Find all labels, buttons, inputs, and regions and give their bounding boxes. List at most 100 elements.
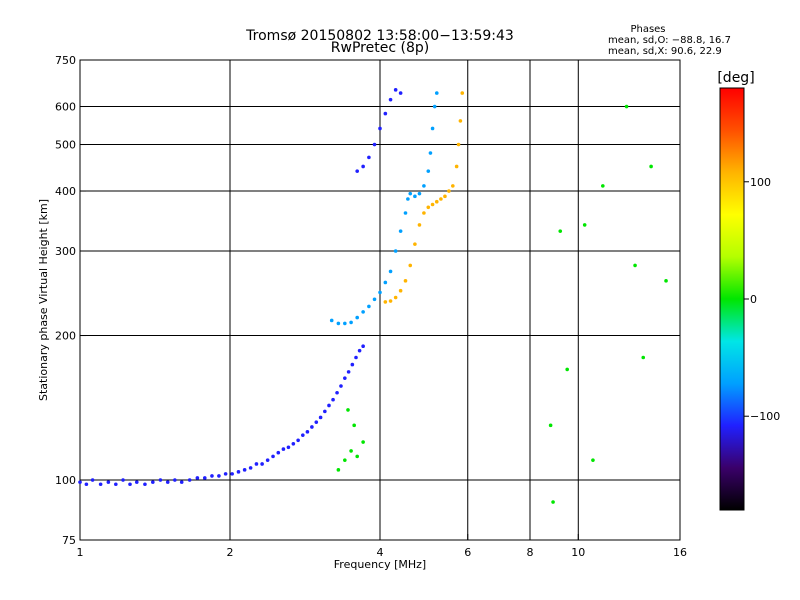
- data-point: [378, 290, 382, 295]
- data-point: [346, 370, 351, 374]
- data-point: [426, 169, 431, 173]
- y-tick-label: 100: [55, 474, 76, 487]
- data-point: [361, 164, 365, 169]
- data-point: [403, 279, 408, 283]
- x-tick-label: 10: [571, 546, 585, 559]
- data-point: [406, 197, 410, 201]
- data-point: [388, 299, 393, 303]
- colorbar: 100 0 −100: [719, 87, 780, 511]
- data-point: [106, 480, 111, 484]
- colorbar-tick-label: −100: [750, 410, 780, 423]
- data-point: [349, 449, 353, 453]
- data-point: [242, 468, 247, 472]
- data-point: [434, 91, 439, 95]
- x-axis-label: Frequency [MHz]: [334, 558, 426, 571]
- data-point: [343, 458, 347, 462]
- data-point: [143, 482, 147, 487]
- data-point: [361, 310, 365, 314]
- x-tick-label: 4: [377, 546, 384, 559]
- y-tick-label: 500: [55, 139, 76, 152]
- data-point: [236, 470, 241, 474]
- data-point: [439, 197, 443, 201]
- x-tick-label: 6: [464, 546, 471, 559]
- data-point: [354, 355, 358, 360]
- chart-title-line1: Tromsø 20150802 13:58:00−13:59:43: [245, 28, 514, 44]
- data-point: [383, 300, 388, 304]
- data-point: [217, 474, 221, 478]
- data-point: [388, 269, 393, 274]
- data-point: [187, 478, 192, 482]
- data-point: [301, 433, 305, 437]
- data-point: [98, 482, 103, 487]
- data-point: [305, 430, 310, 434]
- data-point: [350, 362, 355, 367]
- phase-box-line-o: mean, sd,O: −88.8, 16.7: [608, 35, 731, 46]
- data-point: [432, 104, 437, 109]
- data-point: [323, 409, 327, 414]
- data-point: [428, 151, 433, 155]
- data-point: [430, 202, 435, 207]
- data-point: [393, 88, 398, 92]
- data-point: [78, 480, 82, 484]
- data-point: [291, 441, 296, 446]
- data-point: [413, 242, 417, 246]
- data-point: [254, 462, 259, 466]
- data-point: [372, 297, 377, 302]
- data-point: [343, 321, 347, 326]
- phase-box-title: Phases: [630, 24, 665, 35]
- data-point: [134, 480, 139, 484]
- y-tick-label: 400: [55, 185, 76, 198]
- data-point: [286, 445, 291, 450]
- data-point: [84, 482, 89, 487]
- data-point: [641, 355, 646, 360]
- data-point: [195, 476, 200, 480]
- data-point: [346, 408, 350, 412]
- data-point: [336, 321, 341, 326]
- data-point: [210, 474, 214, 478]
- colorbar-tick-label: 0: [750, 293, 757, 306]
- data-point: [296, 438, 300, 443]
- data-point: [352, 423, 356, 428]
- data-point: [434, 199, 439, 204]
- data-point: [551, 500, 555, 504]
- data-point: [158, 478, 163, 482]
- data-point: [314, 420, 319, 424]
- data-point: [336, 468, 341, 472]
- data-point: [318, 415, 323, 420]
- data-point: [329, 318, 334, 323]
- data-point: [331, 397, 335, 402]
- data-point: [624, 104, 629, 109]
- y-tick-label: 200: [55, 330, 76, 343]
- data-point: [265, 458, 270, 462]
- data-point: [276, 450, 281, 455]
- data-point: [128, 482, 132, 487]
- data-point: [447, 189, 451, 193]
- data-point: [355, 169, 359, 173]
- data-point: [248, 466, 253, 470]
- data-point: [408, 263, 413, 268]
- data-point: [339, 384, 343, 388]
- x-tick-label: 1: [77, 546, 84, 559]
- data-point: [426, 205, 431, 210]
- data-point: [223, 472, 228, 476]
- data-point: [388, 97, 393, 102]
- data-point: [430, 126, 435, 131]
- chart-title-line2: RwPretec (8p): [331, 40, 429, 56]
- data-point: [355, 315, 359, 320]
- data-point: [417, 191, 422, 196]
- data-point: [367, 304, 371, 309]
- colorbar-tick-label: 100: [750, 176, 771, 189]
- data-point: [151, 480, 155, 484]
- data-point: [327, 403, 331, 408]
- data-point: [90, 478, 95, 482]
- data-point: [361, 440, 365, 444]
- data-point: [398, 91, 403, 95]
- data-point: [456, 142, 461, 147]
- data-point: [393, 249, 398, 253]
- data-point: [565, 367, 569, 372]
- data-point: [403, 211, 408, 215]
- data-point: [361, 344, 365, 349]
- y-tick-label: 600: [55, 101, 76, 114]
- data-point: [173, 478, 177, 482]
